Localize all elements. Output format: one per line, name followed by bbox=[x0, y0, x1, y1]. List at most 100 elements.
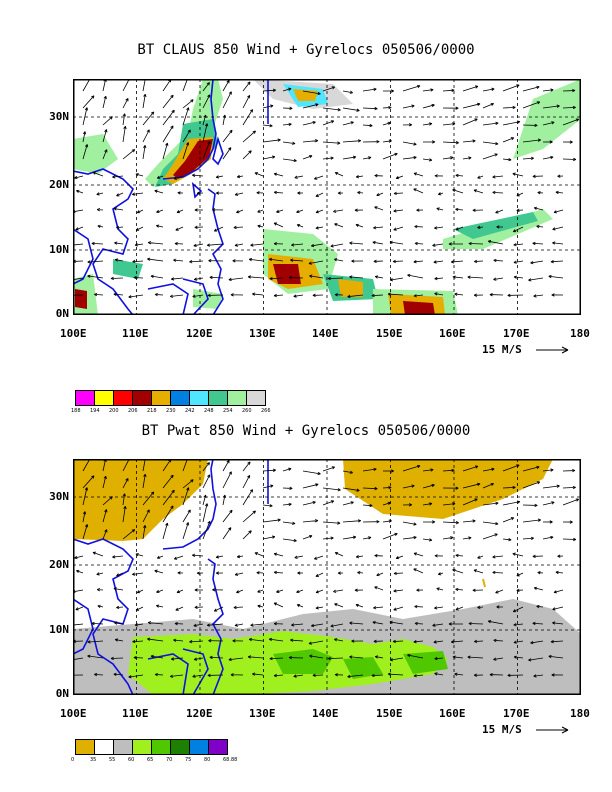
wind-vector-arrow bbox=[82, 95, 95, 109]
wind-vector-arrow bbox=[407, 273, 424, 279]
panel2-lon-100e: 100E bbox=[60, 707, 87, 720]
panel2-lat-20n: 20N bbox=[49, 558, 69, 571]
colorbar-tick-label: 70 bbox=[166, 757, 173, 763]
wind-vector-arrow bbox=[442, 521, 459, 525]
wind-vector-arrow bbox=[82, 131, 87, 143]
panel1-colorbar bbox=[75, 390, 266, 406]
wind-vector-arrow bbox=[389, 620, 404, 625]
wind-vector-arrow bbox=[87, 640, 104, 644]
wind-vector-arrow bbox=[136, 589, 144, 594]
wind-vector-arrow bbox=[176, 589, 184, 594]
wind-vector-arrow bbox=[257, 209, 264, 213]
wind-vector-arrow bbox=[122, 478, 129, 489]
colorbar-swatch bbox=[151, 390, 171, 406]
wind-vector-arrow bbox=[462, 465, 479, 472]
panel1-map bbox=[73, 79, 581, 315]
wind-vector-arrow bbox=[542, 140, 553, 144]
colorbar-swatch bbox=[246, 390, 266, 406]
wind-vector-arrow bbox=[392, 639, 404, 644]
wind-vector-arrow bbox=[82, 475, 95, 489]
wind-vector-arrow bbox=[334, 293, 344, 297]
wind-vector-arrow bbox=[442, 141, 459, 145]
wind-vector-arrow bbox=[74, 175, 84, 180]
colorbar-swatch bbox=[189, 390, 209, 406]
wind-vector-arrow bbox=[252, 292, 264, 296]
wind-vector-arrow bbox=[173, 638, 184, 642]
wind-vector-arrow bbox=[309, 654, 324, 659]
wind-vector-arrow bbox=[432, 243, 444, 247]
wind-vector-arrow bbox=[254, 172, 264, 177]
wind-vector-arrow bbox=[552, 621, 564, 625]
wind-vector-arrow bbox=[215, 175, 224, 179]
wind-vector-arrow bbox=[442, 122, 456, 126]
wind-vector-arrow bbox=[147, 241, 164, 245]
wind-vector-arrow bbox=[342, 470, 353, 474]
wind-vector-arrow bbox=[393, 226, 404, 231]
wind-vector-arrow bbox=[256, 191, 264, 195]
wind-vector-arrow bbox=[477, 605, 484, 609]
wind-vector-arrow bbox=[196, 191, 204, 195]
wind-vector-arrow bbox=[294, 555, 304, 559]
wind-vector-arrow bbox=[334, 552, 344, 557]
wind-vector-arrow bbox=[322, 500, 335, 506]
wind-vector-arrow bbox=[156, 209, 164, 214]
wind-vector-arrow bbox=[502, 105, 516, 110]
wind-vector-arrow bbox=[293, 674, 304, 678]
colorbar-swatch bbox=[151, 739, 171, 755]
wind-vector-arrow bbox=[102, 149, 108, 160]
wind-vector-arrow bbox=[452, 188, 464, 194]
wind-vector-arrow bbox=[222, 494, 227, 506]
wind-vector-arrow bbox=[413, 172, 424, 177]
wind-vector-arrow bbox=[322, 487, 341, 492]
wind-vector-arrow bbox=[533, 674, 544, 678]
panel1-lat-0n: 0N bbox=[55, 307, 69, 320]
wind-vector-arrow bbox=[87, 260, 104, 264]
wind-vector-arrow bbox=[342, 487, 360, 492]
wind-vector-arrow bbox=[351, 639, 364, 643]
wind-vector-arrow bbox=[213, 606, 224, 612]
wind-vector-arrow bbox=[550, 259, 564, 264]
wind-vector-arrow bbox=[437, 192, 444, 196]
wind-vector-arrow bbox=[373, 639, 384, 643]
wind-vector-arrow bbox=[477, 175, 484, 179]
wind-vector-arrow bbox=[102, 116, 113, 126]
panel1-grid bbox=[73, 79, 581, 315]
wind-vector-arrow bbox=[215, 191, 224, 195]
wind-vector-arrow bbox=[492, 190, 504, 195]
panel1-reference-vector-label: 15 M/S bbox=[482, 343, 522, 356]
wind-vector-arrow bbox=[242, 489, 254, 506]
colorbar-tick-label: 230 bbox=[166, 408, 176, 414]
wind-vector-arrow bbox=[382, 105, 392, 110]
wind-vector-arrow bbox=[154, 292, 164, 297]
panel1-lon-170e: 170E bbox=[503, 327, 530, 340]
wind-vector-arrow bbox=[562, 537, 577, 542]
wind-vector-arrow bbox=[155, 604, 164, 608]
panel2-reference-vector-label: 15 M/S bbox=[482, 723, 522, 736]
colorbar-tick-label: 242 bbox=[185, 408, 195, 414]
wind-vector-arrow bbox=[82, 144, 89, 160]
wind-vector-arrow bbox=[382, 152, 398, 160]
wind-vector-arrow bbox=[395, 175, 404, 180]
wind-vector-arrow bbox=[552, 226, 564, 231]
wind-vector-arrow bbox=[482, 467, 495, 472]
wind-vector-arrow bbox=[193, 277, 204, 281]
wind-vector-arrow bbox=[528, 277, 544, 282]
wind-vector-arrow bbox=[322, 120, 335, 126]
wind-vector-arrow bbox=[297, 191, 304, 195]
panel2-lat-30n: 30N bbox=[49, 490, 69, 503]
wind-vector-arrow bbox=[282, 122, 292, 127]
wind-vector-arrow bbox=[502, 537, 512, 542]
wind-vector-arrow bbox=[349, 275, 364, 279]
wind-vector-arrow bbox=[182, 459, 188, 472]
wind-vector-arrow bbox=[147, 257, 164, 262]
wind-vector-arrow bbox=[82, 524, 89, 540]
wind-vector-arrow bbox=[402, 104, 415, 109]
colorbar-tick-label: 266 bbox=[261, 408, 271, 414]
wind-vector-arrow bbox=[542, 88, 554, 92]
wind-vector-arrow bbox=[182, 99, 194, 109]
wind-vector-arrow bbox=[516, 192, 524, 197]
wind-vector-arrow bbox=[374, 174, 384, 178]
wind-vector-arrow bbox=[513, 260, 524, 264]
wind-vector-arrow bbox=[493, 277, 504, 281]
wind-vector-arrow bbox=[206, 243, 224, 247]
